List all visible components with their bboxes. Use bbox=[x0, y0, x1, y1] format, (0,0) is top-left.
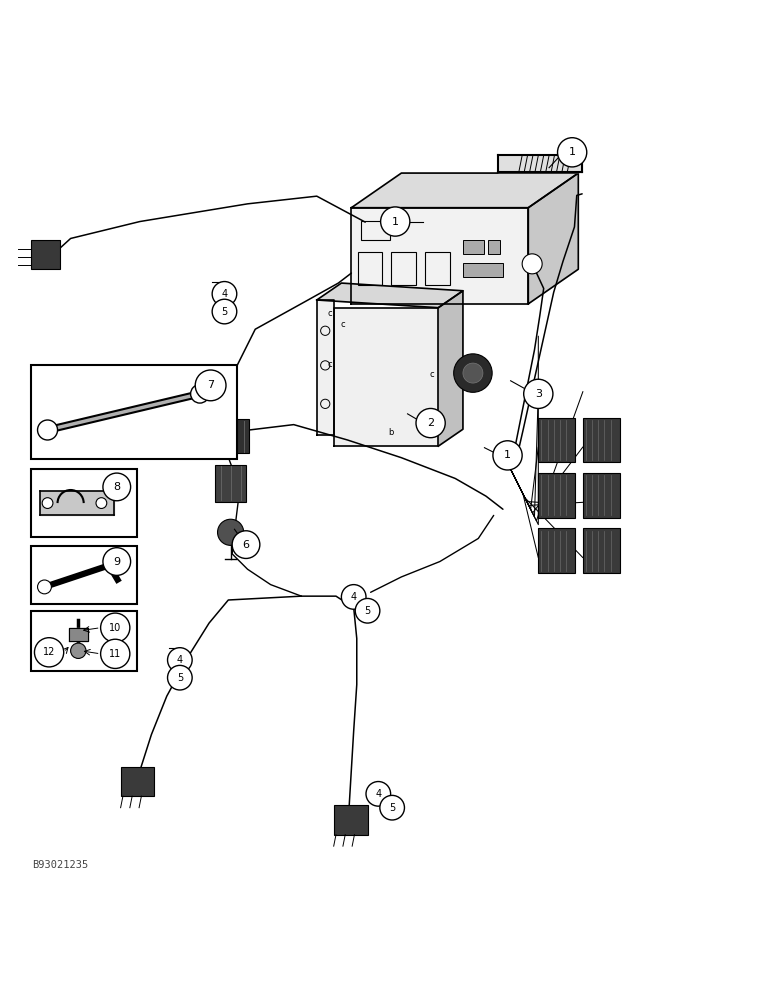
Circle shape bbox=[96, 498, 107, 508]
Circle shape bbox=[38, 580, 52, 594]
Text: 5: 5 bbox=[177, 673, 183, 683]
Text: 5: 5 bbox=[364, 606, 371, 616]
Circle shape bbox=[355, 598, 380, 623]
Polygon shape bbox=[497, 155, 582, 172]
Bar bbox=[212, 419, 249, 453]
Circle shape bbox=[103, 473, 130, 501]
Circle shape bbox=[493, 441, 522, 470]
Circle shape bbox=[35, 638, 64, 667]
Bar bbox=[538, 528, 575, 573]
Circle shape bbox=[168, 648, 192, 672]
Circle shape bbox=[380, 795, 405, 820]
Bar bbox=[425, 252, 450, 285]
Bar bbox=[538, 473, 575, 518]
Text: 4: 4 bbox=[375, 789, 381, 799]
Circle shape bbox=[195, 370, 226, 401]
Text: 5: 5 bbox=[222, 307, 228, 317]
Circle shape bbox=[416, 408, 445, 438]
Text: c: c bbox=[340, 320, 345, 329]
Bar bbox=[583, 473, 620, 518]
Text: 10: 10 bbox=[109, 623, 121, 633]
Text: c: c bbox=[430, 370, 435, 379]
Bar bbox=[583, 528, 620, 573]
Circle shape bbox=[103, 548, 130, 575]
Text: b: b bbox=[388, 428, 394, 437]
Polygon shape bbox=[334, 308, 438, 446]
Text: 1: 1 bbox=[569, 147, 576, 157]
Circle shape bbox=[463, 363, 483, 383]
Bar bbox=[31, 365, 237, 459]
Circle shape bbox=[218, 519, 244, 545]
Bar bbox=[357, 252, 382, 285]
Bar bbox=[361, 221, 390, 240]
Circle shape bbox=[100, 639, 130, 668]
Text: 8: 8 bbox=[113, 482, 120, 492]
Bar bbox=[31, 469, 137, 537]
Text: 6: 6 bbox=[242, 540, 249, 550]
Circle shape bbox=[191, 385, 209, 403]
Polygon shape bbox=[40, 491, 113, 515]
Text: c: c bbox=[327, 360, 332, 369]
Text: c: c bbox=[327, 309, 332, 318]
Circle shape bbox=[523, 379, 553, 408]
Circle shape bbox=[232, 531, 260, 558]
Text: 4: 4 bbox=[350, 592, 357, 602]
Bar bbox=[538, 418, 575, 462]
Text: 1: 1 bbox=[504, 450, 511, 460]
Bar bbox=[215, 465, 246, 502]
Bar bbox=[583, 418, 620, 462]
Bar bbox=[463, 240, 485, 254]
Circle shape bbox=[168, 665, 192, 690]
Text: o: o bbox=[432, 428, 437, 437]
Circle shape bbox=[366, 782, 391, 806]
Text: 2: 2 bbox=[427, 418, 434, 428]
Circle shape bbox=[38, 420, 58, 440]
Circle shape bbox=[522, 254, 542, 274]
Text: B93021235: B93021235 bbox=[32, 860, 89, 870]
Polygon shape bbox=[528, 173, 578, 304]
Polygon shape bbox=[438, 291, 463, 446]
Polygon shape bbox=[69, 628, 87, 641]
Polygon shape bbox=[317, 283, 463, 308]
Polygon shape bbox=[351, 208, 528, 304]
Text: 5: 5 bbox=[389, 803, 395, 813]
Text: 7: 7 bbox=[207, 380, 214, 390]
Text: 9: 9 bbox=[113, 557, 120, 567]
Text: 1: 1 bbox=[391, 217, 398, 227]
Bar bbox=[489, 240, 499, 254]
Polygon shape bbox=[317, 300, 334, 435]
Text: 4: 4 bbox=[222, 289, 228, 299]
Bar bbox=[463, 263, 503, 277]
Circle shape bbox=[454, 354, 493, 392]
Polygon shape bbox=[351, 173, 578, 208]
Circle shape bbox=[42, 498, 53, 508]
Circle shape bbox=[100, 613, 130, 642]
Bar bbox=[31, 240, 60, 269]
Bar bbox=[391, 252, 416, 285]
Text: 3: 3 bbox=[535, 389, 542, 399]
Circle shape bbox=[557, 138, 587, 167]
Bar bbox=[120, 767, 154, 796]
Bar bbox=[31, 546, 137, 604]
Text: 11: 11 bbox=[109, 649, 121, 659]
Circle shape bbox=[212, 282, 237, 306]
Circle shape bbox=[381, 207, 410, 236]
Circle shape bbox=[212, 299, 237, 324]
Circle shape bbox=[341, 585, 366, 609]
Text: 4: 4 bbox=[177, 655, 183, 665]
Bar bbox=[31, 611, 137, 671]
Circle shape bbox=[70, 643, 86, 658]
Bar bbox=[334, 805, 367, 835]
Text: 12: 12 bbox=[43, 647, 56, 657]
